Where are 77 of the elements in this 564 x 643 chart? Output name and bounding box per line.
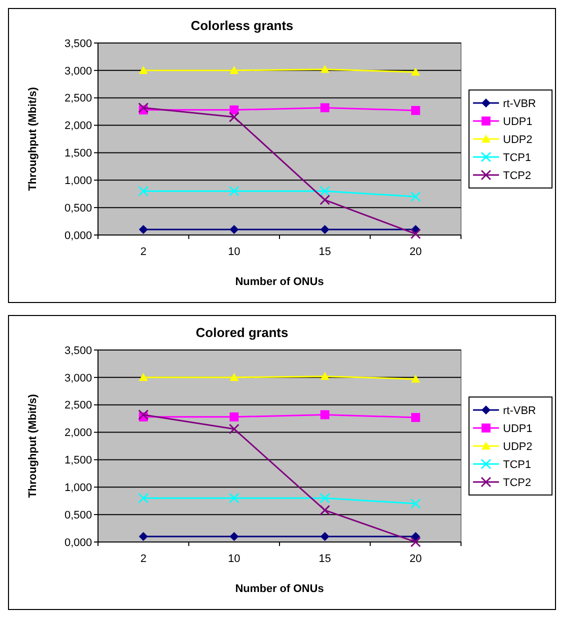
x-tick-label: 2 <box>140 246 146 258</box>
x-tick-label: 2 <box>140 553 146 565</box>
point <box>320 225 330 234</box>
x-tick-label: 15 <box>318 553 331 565</box>
point <box>320 64 330 73</box>
x-tick-label: 20 <box>410 246 422 258</box>
y-tick-label: 2,500 <box>64 92 92 105</box>
point <box>320 504 330 516</box>
point <box>320 410 330 420</box>
y-tick-label: 2,500 <box>64 400 92 412</box>
point <box>410 228 421 240</box>
point <box>320 492 330 504</box>
y-tick-label: 2,000 <box>64 427 92 440</box>
point <box>410 536 421 548</box>
legend-label: TCP1 <box>503 152 532 164</box>
legend-label: rt-VBR <box>503 404 536 417</box>
point <box>138 409 149 420</box>
y-tick-label: 3,500 <box>64 38 92 50</box>
point <box>411 68 420 76</box>
point <box>230 225 239 234</box>
point <box>320 372 330 380</box>
y-tick-label: 2,000 <box>64 120 92 132</box>
point <box>230 532 239 542</box>
x-axis-title: Number of ONUs <box>235 583 324 595</box>
x-tick-label: 10 <box>228 246 240 258</box>
x-axis-title: Number of ONUs <box>235 276 324 288</box>
chart-title: Colorless grants <box>190 18 294 33</box>
legend-label: rt-VBR <box>503 98 536 110</box>
point <box>230 412 239 422</box>
y-tick-label: 1,000 <box>64 174 92 187</box>
y-tick-label: 0,000 <box>64 230 92 242</box>
x-tick-label: 15 <box>318 246 331 258</box>
y-tick-label: 1,500 <box>64 148 92 160</box>
point <box>411 374 420 383</box>
point <box>320 194 330 206</box>
legend-label: UDP2 <box>503 134 532 146</box>
point <box>138 66 148 74</box>
point <box>228 424 240 434</box>
y-tick-label: 3,000 <box>64 65 92 78</box>
point <box>320 186 330 196</box>
y-tick-label: 0,500 <box>64 202 92 214</box>
y-tick-label: 0,000 <box>64 536 92 549</box>
legend-label: UDP1 <box>503 116 532 128</box>
legend-label: UDP1 <box>503 422 532 435</box>
y-axis-title: Throughput (Mbit/s) <box>27 86 39 191</box>
y-tick-label: 1,000 <box>64 482 92 494</box>
point <box>138 186 149 196</box>
point <box>138 372 148 382</box>
legend-label: TCP1 <box>503 458 532 471</box>
point <box>410 191 421 202</box>
legend-label: TCP2 <box>503 476 532 489</box>
point <box>228 112 240 122</box>
y-tick-label: 3,000 <box>64 372 92 384</box>
point <box>410 498 421 509</box>
y-tick-label: 1,500 <box>64 454 92 467</box>
legend-label: UDP2 <box>503 440 532 453</box>
x-tick-label: 10 <box>228 553 240 565</box>
point <box>138 102 149 113</box>
point <box>411 106 420 115</box>
point <box>411 412 420 422</box>
point <box>320 532 330 542</box>
y-tick-label: 0,500 <box>64 509 92 522</box>
point <box>230 105 239 114</box>
legend-label: TCP2 <box>503 170 532 182</box>
point <box>230 372 239 382</box>
point <box>230 66 239 74</box>
point <box>138 492 149 504</box>
point <box>228 492 240 504</box>
point <box>320 103 330 112</box>
y-axis-title: Throughput (Mbit/s) <box>27 394 39 498</box>
point <box>411 532 420 542</box>
x-tick-label: 20 <box>410 553 422 565</box>
point <box>138 532 148 542</box>
y-tick-label: 3,500 <box>64 344 92 357</box>
point <box>228 186 240 196</box>
chart-title: Colored grants <box>196 325 288 340</box>
point <box>138 225 148 234</box>
